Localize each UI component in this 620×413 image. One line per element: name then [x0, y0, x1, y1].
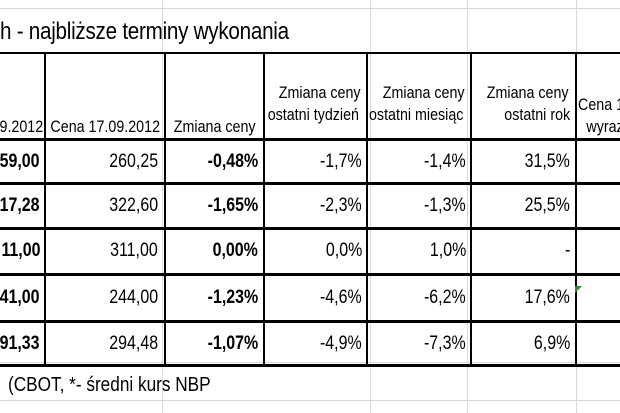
- cell-year[interactable]: 25,5%: [524, 195, 570, 216]
- table-border: [44, 52, 46, 367]
- cell-month[interactable]: -1,3%: [424, 195, 466, 216]
- grid-line: [162, 0, 163, 413]
- cell-year[interactable]: 17,6%: [524, 287, 570, 308]
- cell-prev[interactable]: 59,00: [0, 151, 40, 172]
- table-border: [0, 52, 620, 54]
- cell-price[interactable]: 311,00: [110, 240, 158, 261]
- cell-prev[interactable]: 11,00: [0, 240, 40, 261]
- cell-month[interactable]: 1,0%: [429, 240, 466, 261]
- header-change-year[interactable]: Zmiana ceny ostatni rok: [486, 83, 570, 124]
- header-change-month[interactable]: Zmiana ceny ostatni miesiąc: [368, 83, 465, 124]
- table-border: [366, 52, 368, 367]
- table-border: [0, 364, 620, 367]
- table-border: [470, 52, 472, 367]
- cell-week[interactable]: -1,7%: [320, 151, 362, 172]
- grid-line: [0, 400, 620, 401]
- cell-prev[interactable]: 41,00: [0, 287, 40, 308]
- grid-line: [370, 0, 371, 413]
- grid-line: [0, 362, 620, 363]
- header-prev-date[interactable]: .9.2012: [0, 117, 43, 136]
- table-border: [575, 52, 577, 367]
- cell-month[interactable]: -6,2%: [424, 287, 466, 308]
- cell-change[interactable]: -0,48%: [207, 151, 258, 172]
- table-border: [0, 320, 620, 323]
- cell-change[interactable]: -1,07%: [207, 333, 258, 354]
- table-border: [0, 227, 620, 230]
- cell-year[interactable]: 6,9%: [533, 333, 570, 354]
- table-border: [0, 182, 620, 185]
- sheet-title: h - najbliższe terminy wykonania: [0, 18, 289, 45]
- cell-prev[interactable]: 17,28: [0, 195, 40, 216]
- cell-year[interactable]: -: [564, 240, 570, 261]
- cell-change[interactable]: -1,23%: [207, 287, 258, 308]
- cell-price[interactable]: 322,60: [109, 195, 158, 216]
- table-border: [0, 273, 620, 276]
- cell-week[interactable]: -2,3%: [320, 195, 362, 216]
- cell-prev[interactable]: 91,33: [0, 333, 40, 354]
- cell-month[interactable]: -1,4%: [424, 151, 466, 172]
- table-border: [164, 52, 166, 367]
- header-price[interactable]: Cena 17.09.2012: [50, 117, 160, 136]
- header-price-expressed[interactable]: Cena 1 wyraz: [578, 95, 620, 136]
- cell-price[interactable]: 294,48: [109, 333, 158, 354]
- cell-week[interactable]: -4,9%: [320, 333, 362, 354]
- cell-week[interactable]: 0,0%: [325, 240, 362, 261]
- header-change[interactable]: Zmiana ceny: [174, 117, 256, 136]
- header-change-week[interactable]: Zmiana ceny ostatni tydzień: [268, 83, 361, 124]
- cell-change[interactable]: 0,00%: [212, 240, 258, 261]
- cell-year[interactable]: 31,5%: [524, 151, 570, 172]
- footnote: (CBOT, *- średni kurs NBP: [8, 374, 211, 396]
- table-border: [263, 52, 265, 367]
- cell-week[interactable]: -4,6%: [320, 287, 362, 308]
- table-border: [0, 138, 620, 141]
- cell-change[interactable]: -1,65%: [207, 195, 258, 216]
- cell-month[interactable]: -7,3%: [424, 333, 466, 354]
- cell-price[interactable]: 244,00: [109, 287, 158, 308]
- grid-line: [0, 8, 620, 9]
- cell-comment-indicator: [575, 286, 582, 293]
- cell-price[interactable]: 260,25: [109, 151, 158, 172]
- grid-line: [467, 0, 468, 413]
